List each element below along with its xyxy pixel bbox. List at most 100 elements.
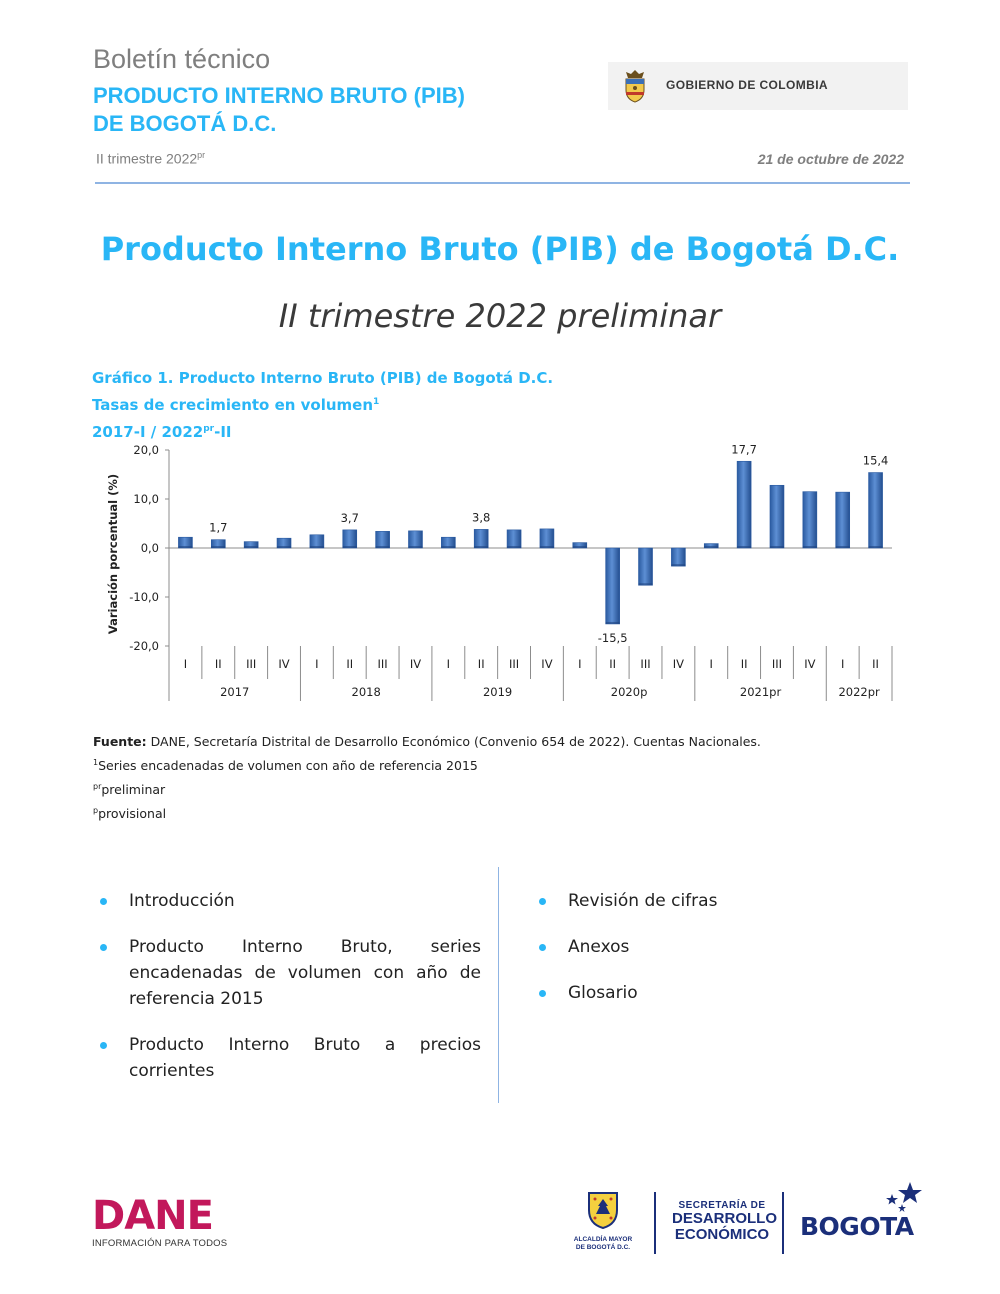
- gobierno-label: GOBIERNO DE COLOMBIA: [666, 78, 829, 92]
- bar-edge: [868, 546, 883, 548]
- category-label: I: [184, 657, 187, 671]
- category-label: IV: [541, 657, 552, 671]
- footnote-p-text: provisional: [98, 806, 167, 822]
- bogota-wordmark: BOGOTA: [800, 1212, 914, 1241]
- bar: [506, 529, 522, 549]
- category-label: III: [246, 657, 256, 671]
- footnote-pr-text: preliminar: [101, 782, 166, 798]
- footer-divider: [782, 1192, 784, 1254]
- category-label: II: [609, 657, 616, 671]
- category-label: II: [741, 657, 748, 671]
- alcaldia-line1: ALCALDÍA MAYOR: [573, 1236, 633, 1243]
- category-label: III: [378, 657, 388, 671]
- period-sup: pr: [197, 150, 206, 160]
- bar: [736, 460, 752, 549]
- gobierno-logo-box: GOBIERNO DE COLOMBIA: [608, 62, 908, 110]
- bar-edge: [342, 546, 357, 548]
- contents-item[interactable]: Producto Interno Bruto a precios corrien…: [98, 1032, 481, 1084]
- contents-list-left: Introducción Producto Interno Bruto, ser…: [98, 888, 481, 1104]
- category-label: IV: [410, 657, 421, 671]
- bar-edge: [737, 546, 752, 548]
- bulletin-title-line2: DE BOGOTÁ D.C.: [93, 111, 277, 136]
- bar-edge: [507, 546, 522, 548]
- coat-of-arms-icon: [625, 70, 645, 103]
- bar-edge: [309, 546, 324, 548]
- y-tick-label: 20,0: [133, 443, 159, 457]
- category-label: I: [315, 657, 318, 671]
- footnote-pr: prpreliminar: [93, 776, 761, 800]
- bar: [539, 528, 555, 549]
- category-label: I: [447, 657, 450, 671]
- contents-item[interactable]: Anexos: [537, 934, 897, 960]
- page-title: Producto Interno Bruto (PIB) de Bogotá D…: [100, 230, 900, 268]
- contents-item-label: Producto Interno Bruto a precios corrien…: [129, 1035, 481, 1081]
- bar-edge: [244, 546, 259, 548]
- bar-edge: [769, 546, 784, 548]
- category-label: II: [346, 657, 353, 671]
- chart-caption-line3-b: -II: [214, 423, 232, 441]
- stars-icon: [886, 1182, 922, 1212]
- pib-growth-chart: -20,0 -10,0 0,0 10,0 20,0 Variación porcentua…: [106, 442, 893, 701]
- bulletin-title-line1: PRODUCTO INTERNO BRUTO (PIB): [93, 83, 465, 108]
- data-label: 15,4: [863, 454, 889, 468]
- bar: [769, 484, 785, 549]
- bar: [342, 529, 358, 549]
- category-label: IV: [278, 657, 289, 671]
- page-subtitle: II trimestre 2022 preliminar: [278, 297, 722, 335]
- contents-divider: [498, 867, 499, 1103]
- bar-edge: [178, 546, 193, 548]
- contents-item[interactable]: Introducción: [98, 888, 481, 914]
- bar: [605, 547, 620, 625]
- footnote-1-text: Series encadenadas de volumen con año de…: [98, 758, 478, 774]
- y-tick-label: 0,0: [141, 541, 159, 555]
- bar-edge: [802, 546, 817, 548]
- category-label: II: [478, 657, 485, 671]
- chart-notes: Fuente: DANE, Secretaría Distrital de De…: [93, 731, 761, 824]
- chart-caption-line3: 2017-I / 2022pr-II: [92, 417, 553, 444]
- bullet-icon: [539, 944, 546, 951]
- contents-item[interactable]: Revisión de cifras: [537, 888, 897, 914]
- dane-wordmark: DANE: [92, 1193, 214, 1239]
- chart-caption-line2: Tasas de crecimiento en volumen1: [92, 390, 553, 417]
- header-divider: [95, 182, 910, 184]
- bogota-shield-icon: [588, 1192, 618, 1230]
- data-label: 3,8: [472, 510, 490, 524]
- category-label: I: [841, 657, 844, 671]
- bulletin-date: 21 de octubre de 2022: [757, 151, 904, 167]
- bar-edge: [277, 546, 292, 548]
- bullet-icon: [100, 1042, 107, 1049]
- chart-caption-line2-sup: 1: [373, 397, 380, 407]
- dane-tagline: INFORMACIÓN PARA TODOS: [92, 1238, 228, 1249]
- bar-edge: [835, 546, 850, 548]
- bullet-icon: [539, 990, 546, 997]
- bulletin-kicker: Boletín técnico: [93, 44, 271, 74]
- bar-edge: [539, 546, 554, 548]
- contents-item-label: Glosario: [568, 983, 638, 1003]
- contents-item-label: Introducción: [129, 891, 235, 911]
- bar: [408, 530, 423, 549]
- chart-caption-line2-text: Tasas de crecimiento en volumen: [92, 396, 374, 414]
- footnote-p: pprovisional: [93, 800, 761, 824]
- y-tick-label: -20,0: [129, 639, 159, 653]
- bar-edge: [638, 583, 653, 586]
- bar: [638, 547, 653, 586]
- chart-caption: Gráfico 1. Producto Interno Bruto (PIB) …: [92, 366, 553, 444]
- sde-line3: ECONÓMICO: [674, 1226, 770, 1243]
- category-label: III: [640, 657, 650, 671]
- alcaldia-line2: DE BOGOTÁ D.C.: [575, 1244, 631, 1251]
- bar-edge: [474, 546, 489, 548]
- footnote-1-sup: 1: [93, 758, 99, 767]
- footnote-1: 1Series encadenadas de volumen con año d…: [93, 752, 761, 776]
- group-label: 2019: [483, 685, 512, 699]
- period-text: II trimestre 2022: [96, 150, 198, 167]
- source-label: Fuente:: [93, 734, 147, 749]
- category-label: II: [215, 657, 222, 671]
- bar: [868, 472, 883, 549]
- sde-logo: SECRETARÍA DE DESARROLLO ECONÓMICO: [672, 1200, 777, 1243]
- contents-item[interactable]: Producto Interno Bruto, series encadenad…: [98, 934, 481, 1012]
- category-label: III: [772, 657, 782, 671]
- group-label: 2020p: [611, 685, 648, 699]
- bar-edge: [441, 546, 456, 548]
- contents-item[interactable]: Glosario: [537, 980, 897, 1006]
- group-label: 2017: [220, 685, 249, 699]
